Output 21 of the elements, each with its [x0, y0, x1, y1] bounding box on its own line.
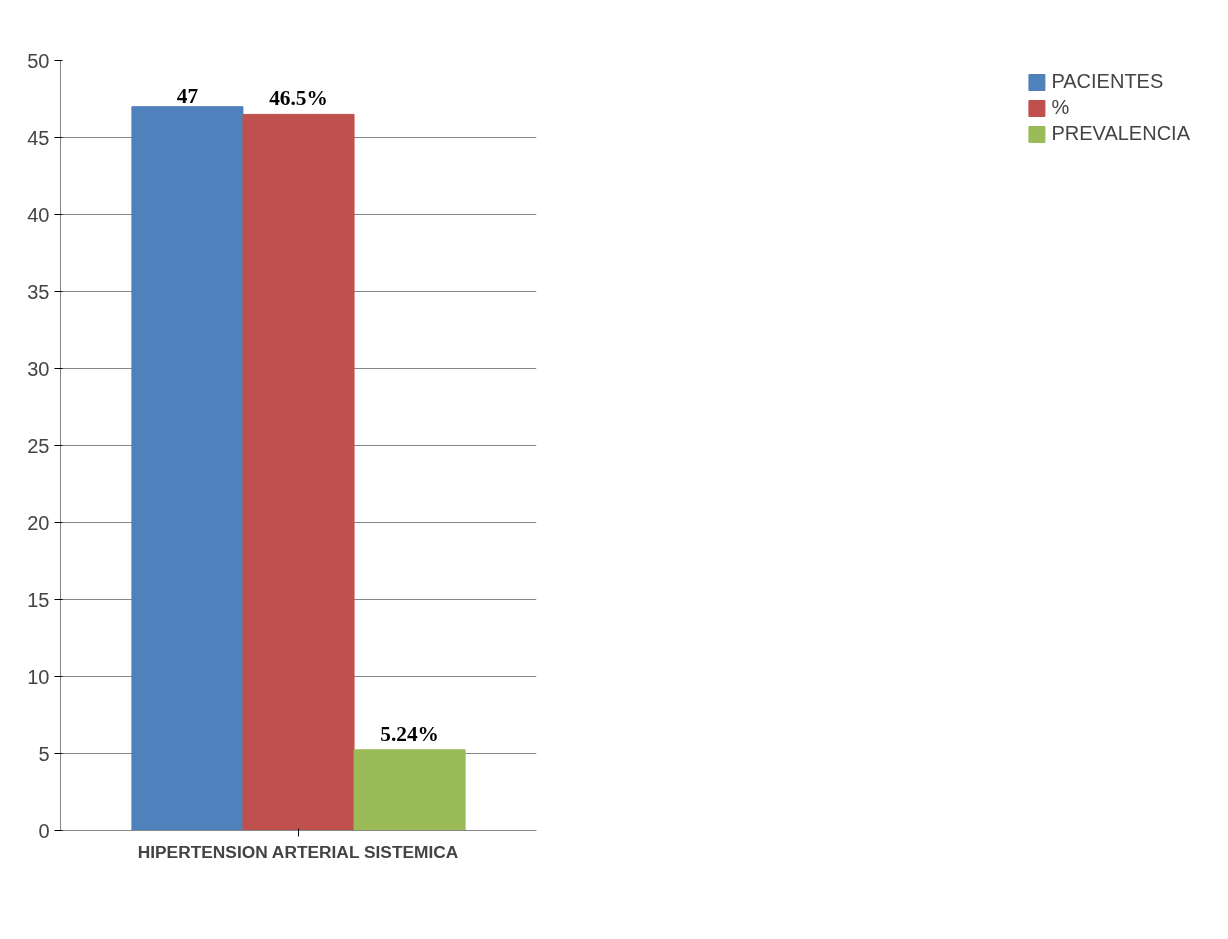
y-tick-label: 30: [27, 357, 50, 380]
data-label: 46.5%: [269, 86, 328, 111]
bar: [131, 106, 244, 831]
legend-label: %: [1051, 96, 1071, 119]
bar: [353, 749, 466, 831]
data-label: 5.24%: [380, 721, 439, 746]
y-tick-label: 0: [38, 819, 50, 842]
legend-label: PACIENTES: [1051, 70, 1164, 93]
data-label: 47: [176, 83, 199, 108]
y-tick-label: 40: [27, 203, 50, 226]
y-tick-label: 25: [27, 434, 50, 457]
bar: [242, 113, 355, 831]
y-tick-label: 15: [27, 588, 50, 611]
y-tick-label: 20: [27, 511, 50, 534]
y-tick-label: 50: [27, 49, 50, 72]
y-tick-label: 35: [27, 280, 50, 303]
y-tick-label: 5: [38, 742, 50, 765]
x-tick-label: HIPERTENSION ARTERIAL SISTEMICA: [137, 841, 459, 862]
legend-label: PREVALENCIA: [1051, 122, 1190, 145]
y-tick-label: 45: [27, 126, 50, 149]
y-tick-label: 10: [27, 665, 50, 688]
